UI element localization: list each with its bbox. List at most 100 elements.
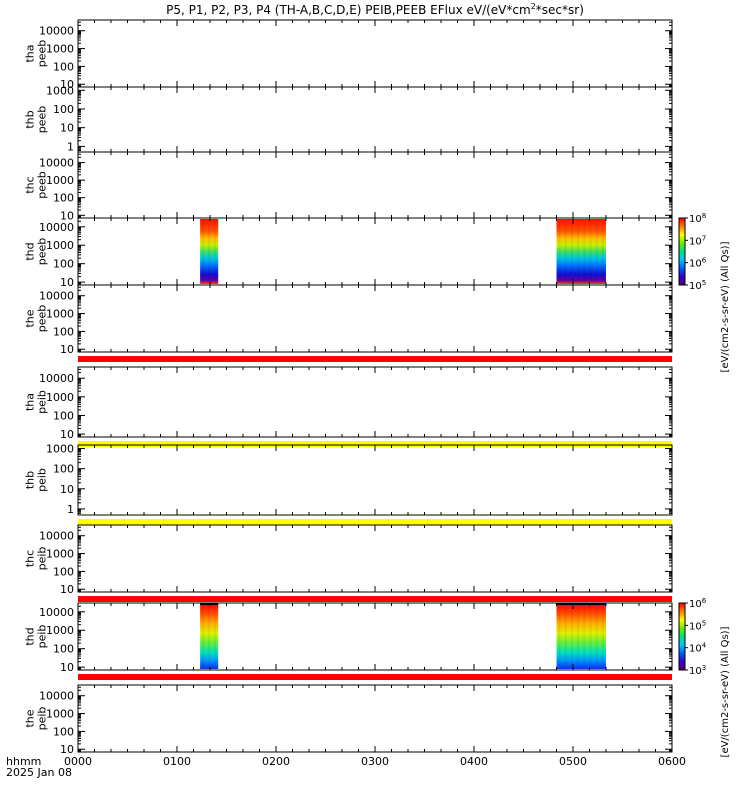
spectrogram-block (556, 219, 606, 284)
x-tick-label: 0200 (262, 755, 290, 768)
y-tick-label: 100 (53, 643, 74, 656)
y-tick-label: 10000 (39, 690, 74, 703)
y-tick-label: 1000 (46, 391, 74, 404)
panel-ylabel: thdpeeb (23, 238, 48, 266)
y-tick-label: 10 (60, 743, 74, 756)
x-tick-label: 0600 (658, 755, 686, 768)
panel-ylabel: thcpeeb (23, 171, 48, 199)
y-tick-label: 1000 (46, 708, 74, 721)
panel-tha-peeb: 10 100 1000 10000 thapeeb (23, 19, 673, 91)
spectrogram-block (200, 604, 219, 669)
panel-ylabel: thepeeb (23, 305, 48, 333)
colorbar-gradient (678, 602, 686, 671)
panel-frame (77, 366, 673, 438)
y-tick-label: 1000 (46, 239, 74, 252)
colorbar-tick-label: 107 (689, 234, 706, 247)
y-tick-label: 10 (60, 78, 74, 91)
colorbar-2: 106 105 104 103 [eV/(cm2-s-sr-eV) (All Qs)] (678, 597, 731, 757)
colorbar-tick-label: 104 (689, 642, 707, 655)
y-tick-label: 100 (53, 258, 74, 271)
colorbar-gradient (678, 217, 686, 286)
spectrogram-block (200, 219, 219, 284)
y-tick-label: 1000 (46, 548, 74, 561)
y-tick-label: 10 (60, 276, 74, 289)
panel-ylabel: thcpeib (23, 547, 48, 571)
y-tick-label: 10 (60, 343, 74, 356)
colorbar-tick-label: 105 (689, 279, 706, 292)
y-tick-label: 10 (60, 483, 74, 496)
colorbar-tick-label: 106 (689, 257, 707, 270)
y-tick-label: 100 (53, 409, 74, 422)
colorbar-label: [eV/(cm2-s-sr-eV) (All Qs)] (720, 241, 731, 372)
y-tick-label: 10 (60, 428, 74, 441)
panel-tha-peib: 10 100 1000 10000 thapeib (23, 366, 673, 447)
colorbar-tick-label: 103 (689, 664, 706, 677)
y-tick-label: 10 (60, 661, 74, 674)
panel-frame (77, 444, 673, 516)
panel-ylabel: thapeeb (23, 40, 48, 68)
y-tick-label: 1000 (46, 624, 74, 637)
y-tick-label: 10000 (39, 290, 74, 303)
y-tick-label: 10000 (39, 157, 74, 170)
status-bar-yellow (78, 441, 672, 447)
y-tick-label: 100 (53, 192, 74, 205)
x-tick-label: 0100 (163, 755, 191, 768)
y-tick-label: 10000 (39, 221, 74, 234)
y-tick-label: 10000 (39, 530, 74, 543)
panel-thd-peeb: 10 100 1000 10000 thdpeeb (23, 217, 673, 289)
panel-the-peeb: 10 100 1000 10000 thepeeb (23, 284, 673, 362)
y-tick-label: 10000 (39, 372, 74, 385)
colorbar-label: [eV/(cm2-s-sr-eV) (All Qs)] (720, 626, 731, 757)
x-tick-label: 0500 (559, 755, 587, 768)
y-tick-label: 100 (53, 463, 74, 476)
y-tick-label: 1000 (46, 84, 74, 97)
x-tick-label: 0400 (460, 755, 488, 768)
panel-frame (77, 86, 673, 153)
panel-frame (77, 151, 673, 219)
y-tick-label: 10 (60, 209, 74, 222)
panel-thc-peib: 10 100 1000 10000 thcpeib (23, 524, 673, 602)
panel-the-peib: 10 100 1000 10000 thepeib (23, 684, 673, 756)
panel-ylabel: thbpeib (23, 468, 48, 492)
x-tick-label: 0300 (361, 755, 389, 768)
panel-thd-peib: 10 100 1000 10000 thdpeib (23, 602, 673, 680)
y-tick-label: 100 (53, 325, 74, 338)
spectrogram-block (556, 604, 606, 669)
y-tick-label: 100 (53, 60, 74, 73)
panel-ylabel: thapeib (23, 390, 48, 414)
colorbar-tick-label: 106 (689, 597, 707, 610)
panel-frame (77, 684, 673, 753)
figure-title: P5, P1, P2, P3, P4 (TH-A,B,C,D,E) PEIB,P… (166, 2, 584, 17)
colorbar-tick-label: 108 (689, 212, 706, 225)
y-tick-label: 100 (53, 725, 74, 738)
y-tick-label: 1 (67, 140, 74, 153)
colorbar-1: 108 107 106 105 [eV/(cm2-s-sr-eV) (All Qs)] (678, 212, 731, 372)
panel-frame (77, 524, 673, 593)
panel-ylabel: thbpeeb (23, 106, 48, 134)
status-bar-red (78, 356, 672, 362)
x-axis-label: hhmm (6, 755, 41, 768)
x-axis-label: 2025 Jan 08 (6, 766, 72, 779)
y-tick-label: 10 (60, 583, 74, 596)
y-tick-label: 100 (53, 565, 74, 578)
y-tick-label: 10000 (39, 606, 74, 619)
panel-frame (77, 19, 673, 88)
y-tick-label: 1000 (46, 443, 74, 456)
y-tick-label: 1000 (46, 43, 74, 56)
panel-thb-peib: 1 10 100 1000 thbpeib (23, 443, 673, 525)
spectrogram-panels: 10 100 1000 10000 thapeeb 1 10 100 1000 thbpeeb 10… (23, 19, 673, 756)
y-tick-label: 10 (60, 122, 74, 135)
y-tick-label: 1 (67, 503, 74, 516)
panel-frame (77, 284, 673, 353)
status-bar-red (78, 596, 672, 602)
status-bar-red (78, 674, 672, 680)
panel-ylabel: thepeib (23, 707, 48, 731)
colorbar-tick-label: 105 (689, 619, 706, 632)
x-tick-label: 0000 (64, 755, 92, 768)
y-tick-label: 10000 (39, 25, 74, 38)
panel-thb-peeb: 1 10 100 1000 thbpeeb (23, 84, 673, 153)
